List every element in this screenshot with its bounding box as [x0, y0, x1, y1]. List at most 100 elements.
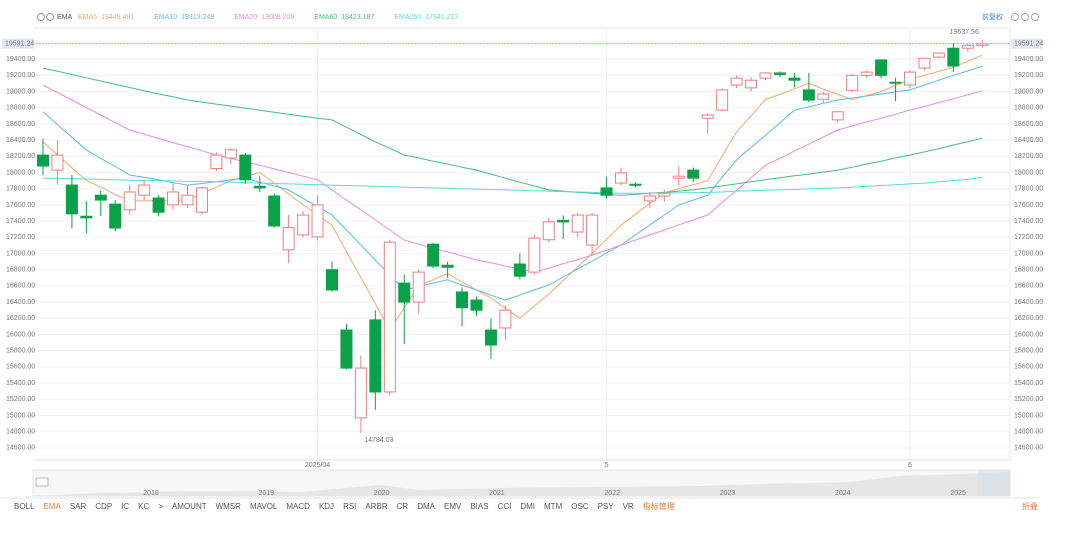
navigator-year: 2022: [604, 490, 620, 497]
candle-body: [109, 203, 122, 229]
indicator-tab[interactable]: MAVOL: [250, 502, 278, 511]
navigator-year: 2018: [143, 490, 159, 497]
ema-line: [43, 176, 983, 194]
indicator-tab[interactable]: KDJ: [319, 502, 334, 511]
legend-value[interactable]: 17941.217: [425, 14, 458, 21]
indicator-tab[interactable]: AMOUNT: [172, 502, 207, 511]
indicator-tab[interactable]: 指标管理: [643, 501, 675, 511]
candle-body: [138, 184, 151, 196]
ema-line: [42, 67, 983, 196]
legend-name[interactable]: EMA10: [154, 14, 177, 21]
legend-name[interactable]: EMA250: [394, 14, 421, 21]
candle-body: [961, 44, 974, 49]
candle-body: [615, 172, 627, 184]
candle-body: [716, 89, 729, 111]
candle-body: [629, 183, 642, 186]
y-tick-label: 16000.00: [6, 331, 35, 338]
candle-body: [326, 269, 338, 291]
navigator-window[interactable]: [978, 470, 1010, 496]
indicator-tab[interactable]: OSC: [571, 502, 589, 511]
candle-body: [470, 299, 483, 311]
y-tick-label: 16200.00: [6, 315, 35, 322]
indicator-tab[interactable]: EMV: [444, 502, 462, 511]
legend-value[interactable]: 18423.187: [341, 14, 374, 21]
y-tick-label: 14600.00: [6, 445, 35, 452]
y-tick-label: 16400.00: [6, 299, 35, 306]
legend-value[interactable]: 19449.491: [101, 14, 134, 21]
indicator-tab[interactable]: MTM: [544, 502, 563, 511]
adjust-toggle[interactable]: 前复权: [982, 12, 1003, 21]
icon[interactable]: [37, 13, 45, 21]
legend-name[interactable]: EMA5: [78, 14, 97, 21]
indicator-tab[interactable]: CR: [397, 502, 409, 511]
indicator-tab[interactable]: RSI: [343, 502, 356, 511]
candle-body: [586, 214, 599, 246]
indicator-tab[interactable]: >: [158, 502, 163, 511]
y-tick-label: 16600.00: [6, 283, 35, 290]
icon[interactable]: [1031, 13, 1039, 21]
candle-body: [441, 264, 454, 268]
legend-name[interactable]: EMA20: [234, 14, 257, 21]
y-tick-label: 19400.00: [1014, 56, 1043, 63]
y-tick-label: 14600.00: [1014, 445, 1043, 452]
y-tick-label: 17000.00: [6, 250, 35, 257]
candle-body: [846, 74, 859, 91]
y-tick-label: 18600.00: [1014, 121, 1043, 128]
candle-body: [947, 47, 960, 67]
indicator-name[interactable]: EMA: [57, 14, 73, 21]
navigator-area: [33, 472, 1010, 496]
navigator-handle[interactable]: [35, 477, 49, 487]
indicator-tab[interactable]: CDP: [95, 502, 112, 511]
navigator-year: 2023: [720, 490, 736, 497]
ema-line: [42, 84, 983, 273]
candle-body: [513, 263, 526, 277]
indicator-tab[interactable]: KC: [138, 502, 149, 511]
indicator-tab[interactable]: SAR: [70, 502, 87, 511]
candle-body: [701, 114, 714, 119]
y-tick-label: 14800.00: [1014, 429, 1043, 436]
y-tick-label: 18200.00: [1014, 153, 1043, 160]
icon[interactable]: [1021, 13, 1029, 21]
candle-body: [600, 187, 613, 196]
x-tick-label: 6: [908, 462, 912, 469]
legend-value[interactable]: 19008.209: [261, 14, 294, 21]
indicator-tab[interactable]: BOLL: [14, 502, 35, 511]
indicator-tab[interactable]: MACD: [286, 502, 310, 511]
indicator-tab[interactable]: IC: [121, 502, 129, 511]
candle-body: [94, 194, 107, 201]
icon[interactable]: [46, 13, 54, 21]
x-tick-label: 2025/04: [305, 462, 330, 469]
candle-body: [542, 221, 555, 241]
indicator-tab[interactable]: PSY: [598, 502, 615, 511]
candle-body: [788, 77, 801, 81]
y-tick-label: 18600.00: [6, 121, 35, 128]
indicator-tab[interactable]: WMSR: [216, 502, 242, 511]
y-tick-label: 15400.00: [6, 380, 35, 387]
indicator-tab[interactable]: DMA: [417, 502, 435, 511]
y-tick-label: 16400.00: [1014, 299, 1043, 306]
indicator-tab[interactable]: ARBR: [365, 502, 387, 511]
y-tick-label: 15600.00: [1014, 364, 1043, 371]
indicator-tab[interactable]: BIAS: [470, 502, 488, 511]
indicator-tab[interactable]: CCI: [498, 502, 512, 511]
y-tick-label: 19200.00: [1014, 72, 1043, 79]
icon[interactable]: [1011, 13, 1019, 21]
candle-body: [37, 154, 49, 167]
indicator-tab[interactable]: VR: [623, 502, 634, 511]
high-annotation: 19637.56: [950, 29, 979, 36]
y-tick-label: 18800.00: [1014, 105, 1043, 112]
price-label: 19591.24: [1014, 41, 1043, 48]
legend-name[interactable]: EMA60: [314, 14, 337, 21]
candle-body: [80, 215, 93, 219]
indicator-tab[interactable]: EMA: [43, 502, 61, 511]
candle-body: [745, 79, 758, 89]
y-tick-label: 18200.00: [6, 153, 35, 160]
y-tick-label: 18400.00: [1014, 137, 1043, 144]
price-label: 19591.24: [5, 41, 34, 48]
candle-body: [282, 227, 295, 251]
y-tick-label: 18000.00: [1014, 169, 1043, 176]
indicator-tab[interactable]: DMI: [520, 502, 535, 511]
collapse-button[interactable]: 折叠: [1022, 501, 1038, 511]
legend-value[interactable]: 19313.249: [181, 14, 214, 21]
